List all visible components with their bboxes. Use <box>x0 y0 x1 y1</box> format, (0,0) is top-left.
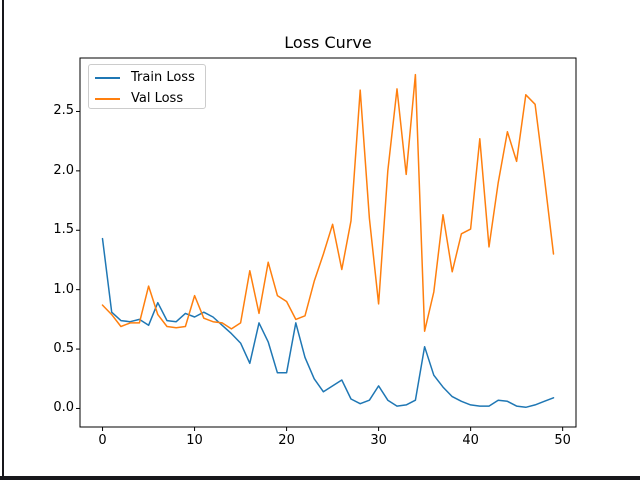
legend-label-train-loss: Train Loss <box>131 70 195 85</box>
window-left-border <box>2 0 4 480</box>
axes-spines <box>79 57 577 428</box>
x-tick-label: 10 <box>186 433 203 448</box>
x-tick-label: 30 <box>370 433 387 448</box>
series-line-train-loss <box>101 237 555 409</box>
y-tick-label: 2.0 <box>53 162 74 178</box>
legend-item-val-loss: Val Loss <box>89 90 205 108</box>
legend-item-train-loss: Train Loss <box>89 69 205 87</box>
window-bottom-bar <box>0 476 640 480</box>
x-tick-label: 20 <box>278 433 295 448</box>
y-tick-label: 2.5 <box>53 103 74 119</box>
x-tick-label: 0 <box>98 433 107 448</box>
legend-label-val-loss: Val Loss <box>131 91 184 106</box>
y-tick-label: 0.0 <box>53 400 74 416</box>
chart-title: Loss Curve <box>284 33 372 52</box>
y-tick-label: 1.0 <box>53 281 74 297</box>
y-tick-label: 1.5 <box>53 222 74 238</box>
train-loss-line-swatch <box>95 77 120 79</box>
x-tick-label: 40 <box>462 433 479 448</box>
x-tick-label: 50 <box>554 433 571 448</box>
legend: Train Loss Val Loss <box>88 64 206 109</box>
series-line-val-loss <box>101 73 555 332</box>
y-tick-label: 0.5 <box>53 341 74 357</box>
val-loss-line-swatch <box>95 98 120 100</box>
